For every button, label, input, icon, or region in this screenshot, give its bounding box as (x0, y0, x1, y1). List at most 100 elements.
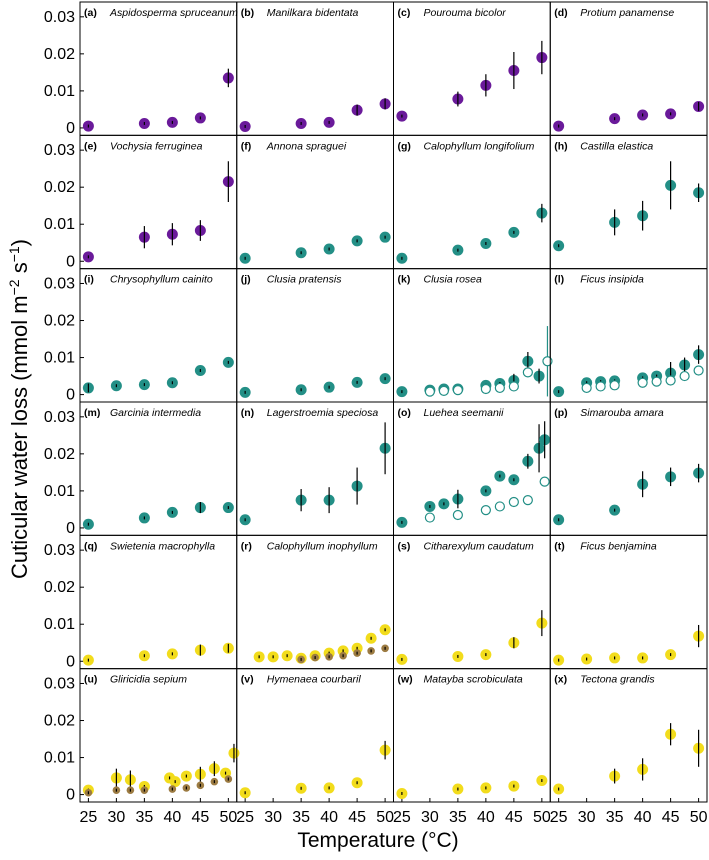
x-tick-label: 45 (662, 809, 680, 826)
x-tick-label: 30 (107, 809, 125, 826)
panel-label: (m) (84, 407, 100, 419)
panel-label: (g) (398, 140, 411, 152)
panel-m: (m) Garcinia intermedia 0 0.01 0.02 0.03 (44, 401, 238, 537)
panel-b: (b) Manilkara bidentata (236, 1, 394, 136)
data-point (424, 386, 435, 397)
panel-frame (236, 134, 394, 270)
data-point (508, 381, 519, 392)
panel-label: (b) (241, 7, 254, 19)
y-tick-label: 0.02 (44, 446, 75, 463)
panel-label: (s) (398, 540, 411, 552)
panel-q: (q) Swietenia macrophylla 0 0.01 0.02 0.03 (44, 534, 238, 670)
y-tick-label: 0.02 (44, 579, 75, 596)
panel-frame (393, 401, 551, 536)
x-tick-label: 45 (348, 809, 366, 826)
y-tick-label: 0.03 (44, 542, 75, 559)
panel-label: (k) (398, 274, 411, 286)
y-tick-label: 0.03 (44, 409, 75, 426)
x-tick-label: 50 (533, 809, 551, 826)
panel-d: (d) Protium panamense (549, 1, 708, 136)
panel-species-name: Clusia rosea (424, 274, 483, 286)
x-tick-label: 50 (376, 809, 394, 826)
panel-frame (79, 534, 238, 670)
panel-label: (x) (554, 674, 567, 686)
panel-frame (79, 268, 238, 403)
panel-f: (f) Annona spraguei (236, 134, 394, 270)
panel-l: (l) Ficus insipida (549, 268, 708, 403)
data-point (452, 385, 463, 396)
panel-c: (c) Pourouma bicolor (393, 1, 551, 136)
y-tick-label: 0.03 (44, 142, 75, 159)
panel-k: (k) Clusia rosea (393, 268, 553, 403)
panel-species-name: Simarouba amara (580, 407, 664, 419)
panel-j: (j) Clusia pratensis (236, 268, 394, 403)
x-tick-label: 45 (191, 809, 209, 826)
y-tick-label: 0 (66, 653, 75, 670)
x-tick-label: 25 (393, 809, 411, 826)
y-tick-label: 0 (66, 520, 75, 537)
y-tick-label: 0 (66, 787, 75, 804)
data-point (522, 367, 533, 378)
x-tick-label: 25 (79, 809, 97, 826)
panel-label: (o) (398, 407, 411, 419)
panel-frame (549, 668, 708, 803)
data-point (424, 512, 435, 523)
panel-label: (r) (241, 540, 252, 552)
panel-frame (79, 401, 238, 536)
panel-species-name: Vochysia ferruginea (110, 140, 203, 152)
panel-x: (x) Tectona grandis 25 30 35 40 45 50 (549, 668, 708, 826)
panel-g: (g) Calophyllum longifolium (393, 134, 551, 270)
data-point (665, 375, 676, 386)
y-tick-label: 0.01 (44, 750, 75, 767)
panel-frame (236, 268, 394, 403)
data-point (438, 385, 449, 396)
y-tick-label: 0.01 (44, 350, 75, 367)
panel-frame (549, 268, 708, 403)
data-point (494, 501, 505, 512)
x-tick-label: 30 (264, 809, 282, 826)
panel-label: (e) (84, 140, 97, 152)
panel-h: (h) Castilla elastica (549, 134, 708, 270)
panel-frame (549, 134, 708, 270)
x-tick-label: 40 (477, 809, 495, 826)
panel-v: (v) Hymenaea courbaril 25 30 35 40 45 50 (236, 668, 394, 826)
x-tick-label: 45 (505, 809, 523, 826)
panel-label: (f) (241, 140, 252, 152)
y-tick-label: 0.01 (44, 216, 75, 233)
y-tick-label: 0.03 (44, 275, 75, 292)
panel-species-name: Lagerstroemia speciosa (267, 407, 379, 419)
y-tick-label: 0 (66, 387, 75, 404)
x-tick-label: 40 (634, 809, 652, 826)
data-point (480, 505, 491, 516)
panel-frame (393, 134, 551, 270)
panel-t: (t) Ficus benjamina (549, 534, 708, 670)
panel-label: (a) (84, 7, 97, 19)
panel-e: (e) Vochysia ferruginea 0 0.01 0.02 0.03 (44, 134, 238, 270)
y-tick-label: 0.01 (44, 83, 75, 100)
panel-label: (n) (241, 407, 254, 419)
data-point (581, 382, 592, 394)
panel-species-name: Ficus benjamina (580, 540, 657, 552)
panel-frame (549, 534, 708, 670)
panel-species-name: Calophyllum longifolium (424, 140, 535, 152)
panel-species-name: Hymenaea courbaril (267, 674, 362, 686)
x-tick-label: 50 (219, 809, 237, 826)
panel-frame (236, 401, 394, 536)
panel-n: (n) Lagerstroemia speciosa (236, 401, 394, 536)
data-point (609, 380, 620, 391)
x-tick-label: 25 (236, 809, 254, 826)
data-point (494, 382, 505, 394)
panel-frame (549, 401, 708, 536)
y-tick-label: 0 (66, 253, 75, 270)
data-point (595, 381, 606, 392)
y-tick-label: 0.02 (44, 179, 75, 196)
panel-species-name: Aspidosperma spruceanum (109, 7, 238, 19)
x-tick-label: 35 (292, 809, 310, 826)
panel-frame (236, 1, 394, 136)
panel-frame (79, 1, 238, 136)
data-point (480, 383, 491, 395)
panel-frame (549, 1, 708, 136)
x-tick-label: 30 (421, 809, 439, 826)
panel-label: (u) (84, 674, 97, 686)
